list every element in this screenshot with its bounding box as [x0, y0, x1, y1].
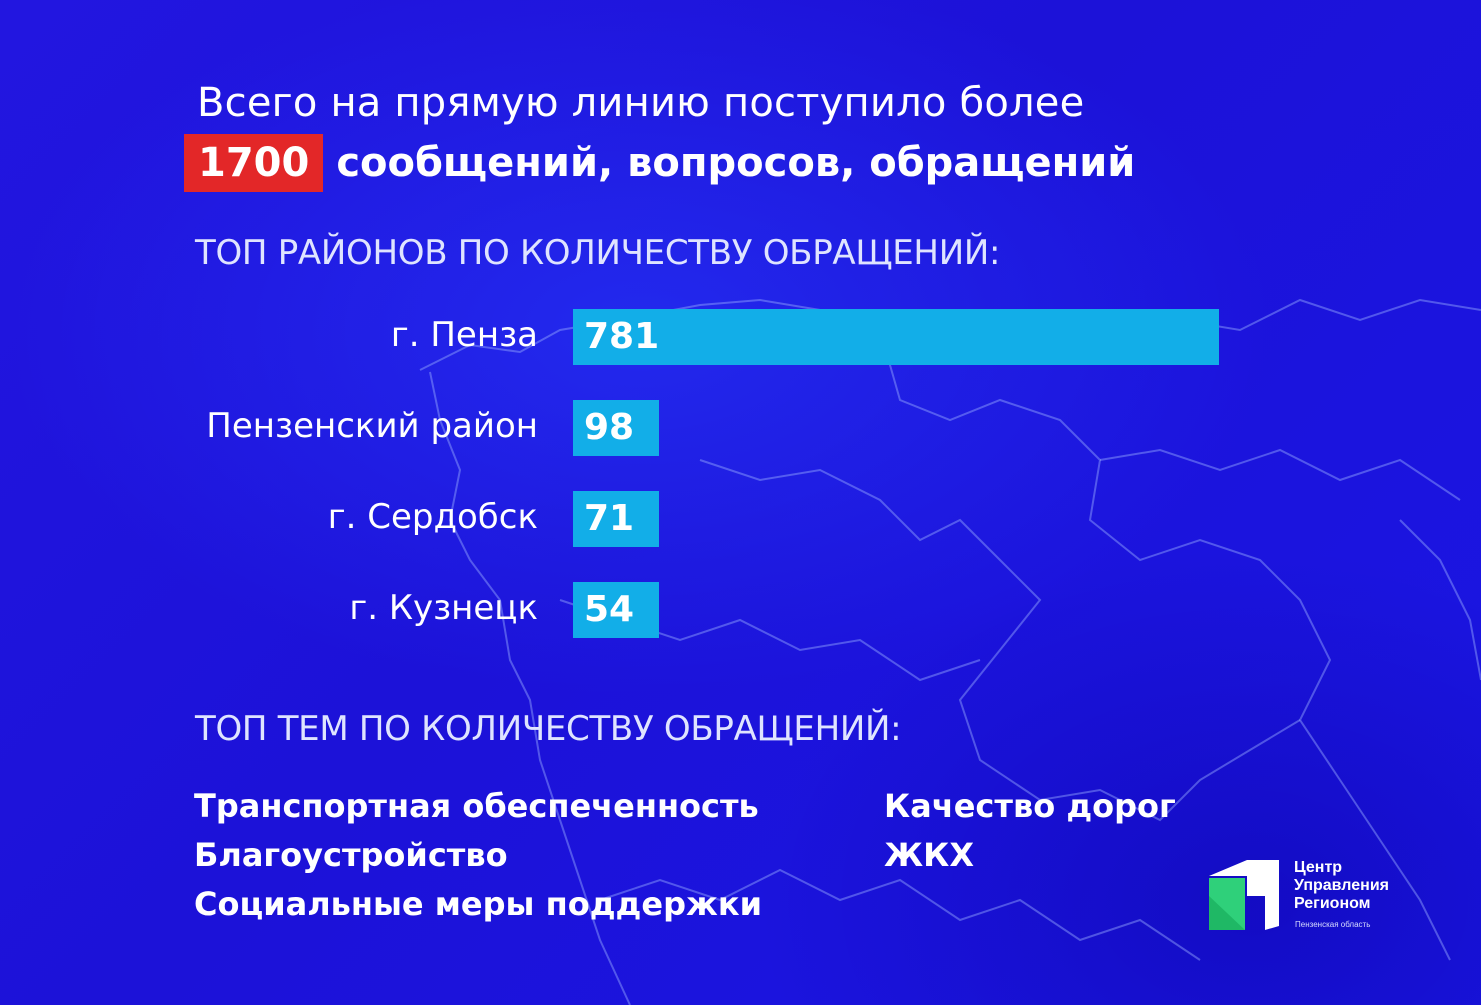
districts-section-title: ТОП РАЙОНОВ ПО КОЛИЧЕСТВУ ОБРАЩЕНИЙ: [195, 233, 1001, 273]
logo-text: Центр Управления Регионом [1294, 859, 1389, 912]
bar-value-label: 71 [584, 498, 635, 539]
bar-category-label: г. Сердобск [327, 497, 538, 537]
topic-item: Транспортная обеспеченность [194, 787, 759, 825]
topic-item: ЖКХ [884, 836, 974, 874]
headline-line2-text: сообщений, вопросов, обращений [336, 140, 1136, 186]
bar-category-label: Пензенский район [206, 406, 538, 446]
bar [573, 309, 1219, 365]
topics-column-1: Транспортная обеспеченность Благоустройс… [194, 782, 762, 929]
headline-line1: Всего на прямую линию поступило более [197, 80, 1085, 126]
bar-value-label: 98 [584, 407, 635, 448]
bar [573, 582, 659, 638]
bar-value-label: 781 [584, 316, 660, 357]
bar [573, 400, 659, 456]
bar-category-label: г. Пенза [390, 315, 538, 355]
topics-column-2: Качество дорог ЖКХ [884, 782, 1176, 880]
cur-logo-icon [1209, 860, 1279, 930]
topics-section-title: ТОП ТЕМ ПО КОЛИЧЕСТВУ ОБРАЩЕНИЙ: [195, 709, 902, 749]
topic-item: Качество дорог [884, 787, 1176, 825]
topic-item: Социальные меры поддержки [194, 885, 762, 923]
bar-value-label: 54 [584, 589, 635, 630]
headline-line2: 1700 сообщений, вопросов, обращений [184, 134, 1135, 192]
bar-category-label: г. Кузнецк [349, 588, 538, 628]
highlight-count-badge: 1700 [184, 134, 324, 192]
topic-item: Благоустройство [194, 836, 508, 874]
logo-subtitle: Пензенская область [1295, 920, 1371, 929]
bar [573, 491, 659, 547]
